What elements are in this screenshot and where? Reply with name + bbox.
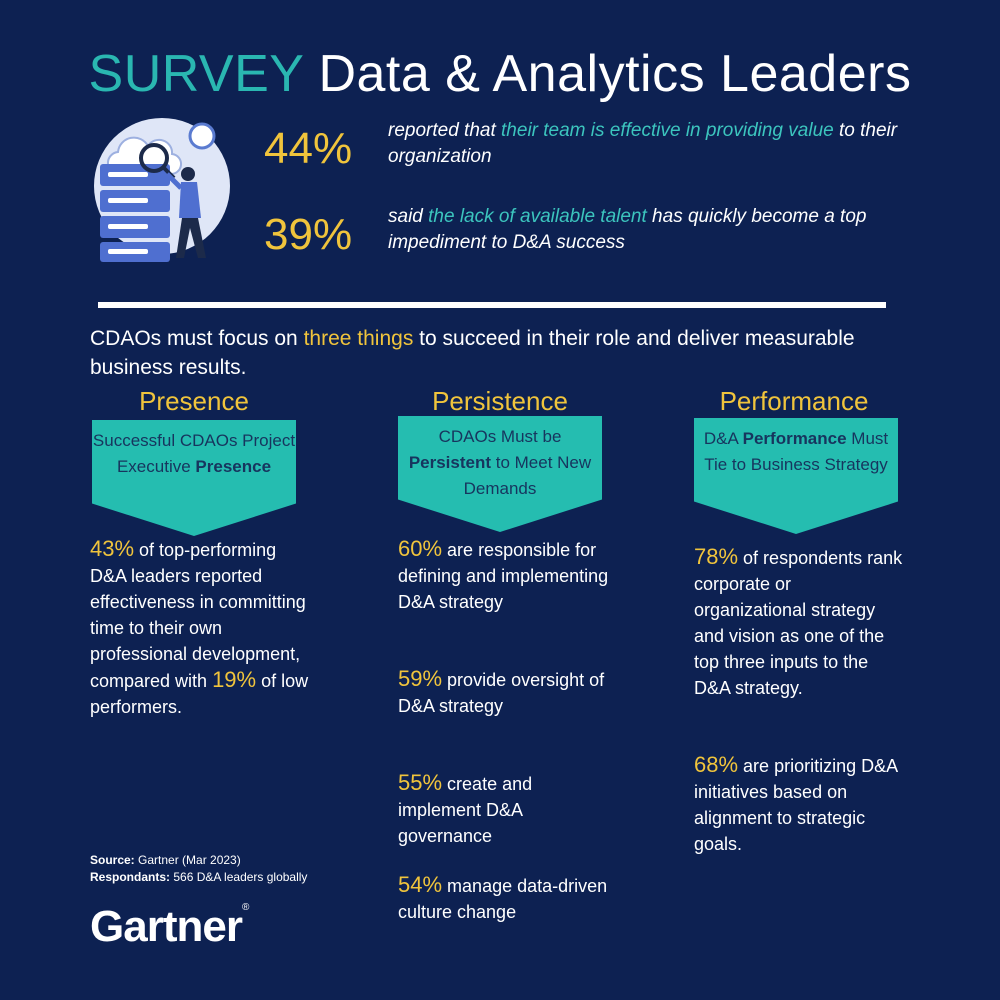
stat-1-text-a: reported that [388,120,502,141]
stat-text: of top-performing D&A leaders reported e… [90,540,306,691]
stat-text-secondary: of low performers. [90,671,309,717]
pillar-heading-presence: Presence [139,386,249,416]
persistence-stat-2: 59% provide oversight of D&A strategy [398,666,605,716]
pillar-banner-persistence: CDAOs Must be Persistent to Meet New Dem… [398,416,602,532]
pillar-banner-performance: D&A Performance Must Tie to Business Str… [694,418,898,534]
intro-text-a: CDAOs must focus on [90,327,304,350]
stat-1-text: reported that their team is effective in… [388,118,908,170]
stat-2-pct: 39% [264,210,353,259]
pillar-heading-performance: Performance [719,386,869,416]
pillar-banner-presence: Successful CDAOs Project Executive Prese… [92,420,296,536]
title-keyword: SURVEY [88,45,304,103]
intro-text-c: to succeed in their role and deliver mea… [90,327,855,379]
stat-2-text-c: has quickly become a top impediment to D… [388,206,867,253]
stat-1-text-c: to their organization [388,120,898,167]
pillar-banner-text: CDAOs Must be Persistent to Meet New Dem… [408,427,592,498]
intro-highlight: three things [303,327,414,350]
source-note: Source: Gartner (Mar 2023) Respondants: … [90,853,308,884]
section-divider [98,302,886,308]
intro-text: CDAOs must focus on three things to succ… [90,324,910,382]
stat-1-pct: 44% [264,124,353,173]
pillar-banner-text: Successful CDAOs Project Executive Prese… [92,431,296,476]
persistence-stat-4: 54% manage data-driven culture change [398,872,608,922]
server-analyst-illustration-icon [94,118,230,262]
performance-stat-2: 68% are prioritizing D&A initiatives bas… [694,752,898,854]
pillar-heading-persistence: Persistence [432,386,568,416]
stat-1-text-highlight: their team is effective in providing val… [501,120,834,141]
gartner-logo: Gartner® [90,902,249,951]
stat-2-text-highlight: the lack of available talent [428,206,647,227]
stat-2-text-a: said [388,206,429,227]
performance-stat-1: 78% of respondents rank corporate or org… [694,544,903,698]
stat-pct: 43% [90,536,135,561]
pillar-banner-text: D&A Performance Must Tie to Business Str… [703,429,889,474]
stat-pct-secondary: 19% [212,667,257,692]
persistence-stat-3: 55% create and implement D&A governance [398,770,533,846]
stat-2-text: said the lack of available talent has qu… [388,204,928,256]
title-text: Data & Analytics Leaders [318,45,912,103]
presence-stat: 43% of top-performing D&A leaders report… [90,536,310,720]
page-title: SURVEY Data & Analytics Leaders [0,44,1000,104]
persistence-stat-1: 60% are responsible for defining and imp… [398,536,609,612]
